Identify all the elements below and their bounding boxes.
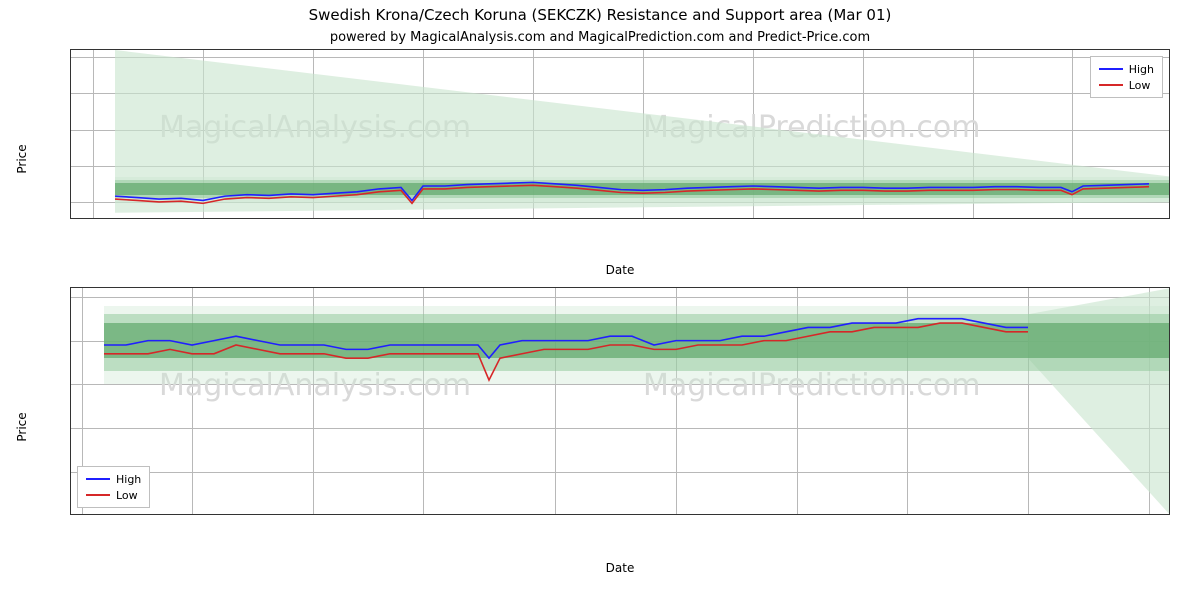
x-tick-label: 2025-01 (1049, 218, 1095, 219)
legend-swatch-low (1099, 84, 1123, 86)
legend-label-high: High (1129, 63, 1154, 76)
x-tick-label: 2025-03-15 (1117, 514, 1170, 515)
legend: High Low (77, 466, 150, 508)
x-tick-label: 2024-09 (840, 218, 886, 219)
x-tick-label: 2024-11-15 (160, 514, 224, 515)
x-axis-label: Date (70, 561, 1170, 575)
x-tick-label: 2025-01-15 (644, 514, 708, 515)
x-tick-label: 2024-11-01 (70, 514, 114, 515)
x-tick-label: 2024-12-15 (391, 514, 455, 515)
x-axis-label: Date (70, 263, 1170, 277)
x-tick-label: 2024-01 (400, 218, 446, 219)
legend-label-low: Low (1129, 79, 1151, 92)
legend-item-high: High (86, 471, 141, 487)
legend-item-low: Low (1099, 77, 1154, 93)
figure-container: Swedish Krona/Czech Koruna (SEKCZK) Resi… (0, 0, 1200, 600)
x-tick-label: 2024-03 (510, 218, 556, 219)
x-tick-label: 2023-07 (70, 218, 116, 219)
x-tick-label: 2024-05 (620, 218, 666, 219)
x-tick-label: 2025-03 (1148, 218, 1170, 219)
y-axis-label: Price (15, 144, 29, 173)
chart-title: Swedish Krona/Czech Koruna (SEKCZK) Resi… (0, 6, 1200, 24)
legend-label-high: High (116, 473, 141, 486)
legend-swatch-high (86, 478, 110, 480)
x-tick-label: 2024-07 (730, 218, 776, 219)
y-axis-label: Price (15, 412, 29, 441)
x-tick-label: 2025-01-01 (523, 514, 587, 515)
x-tick-label: 2025-03-01 (996, 514, 1060, 515)
chart-top: Price 2.02.53.03.54.02023-072023-092023-… (70, 49, 1170, 269)
x-tick-label: 2024-12-01 (281, 514, 345, 515)
x-tick-label: 2025-02-01 (765, 514, 829, 515)
plot-area-bottom: 1.81.92.02.12.22.32024-11-012024-11-1520… (70, 287, 1170, 515)
legend-swatch-high (1099, 68, 1123, 70)
legend-item-low: Low (86, 487, 141, 503)
x-tick-label: 2024-11 (950, 218, 996, 219)
chart-bottom: Price 1.81.92.02.12.22.32024-11-012024-1… (70, 287, 1170, 567)
line-series-svg (71, 288, 1170, 515)
x-tick-label: 2023-09 (180, 218, 226, 219)
legend: High Low (1090, 56, 1163, 98)
chart-subtitle: powered by MagicalAnalysis.com and Magic… (0, 30, 1200, 45)
line-series-svg (71, 50, 1170, 219)
legend-label-low: Low (116, 489, 138, 502)
legend-item-high: High (1099, 61, 1154, 77)
legend-swatch-low (86, 494, 110, 496)
series-low (104, 323, 1028, 380)
x-tick-label: 2025-02-15 (875, 514, 939, 515)
x-tick-label: 2023-11 (290, 218, 336, 219)
series-low (115, 185, 1149, 203)
plot-area-top: 2.02.53.03.54.02023-072023-092023-112024… (70, 49, 1170, 219)
series-high (104, 319, 1028, 358)
